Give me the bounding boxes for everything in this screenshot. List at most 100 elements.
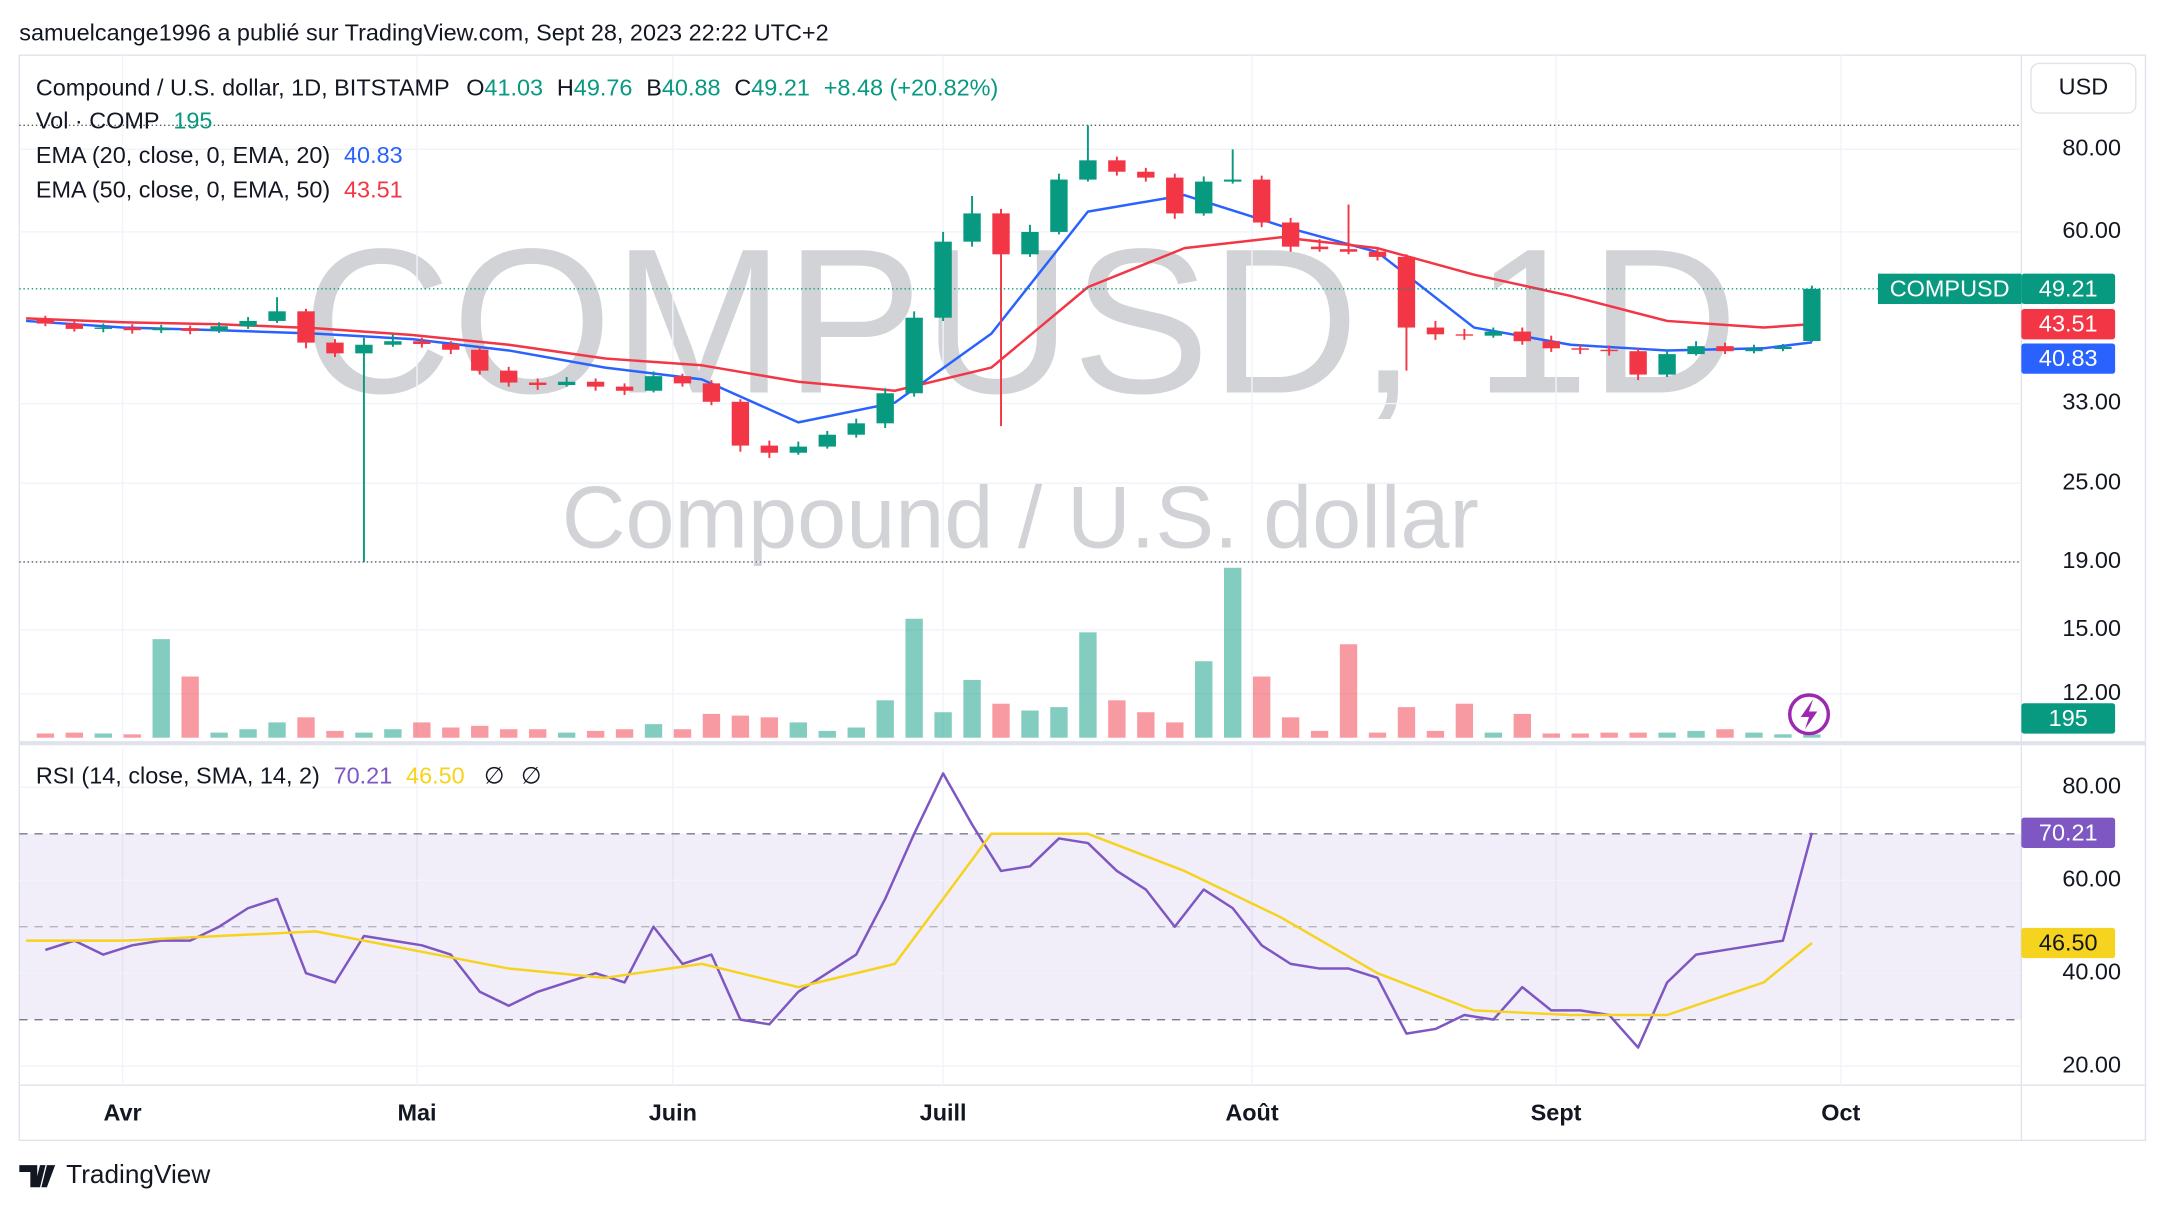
volume-bar [1803, 734, 1821, 738]
y-tick-label: 80.00 [2062, 772, 2121, 798]
candle-body [1745, 349, 1763, 352]
close-value: 49.21 [751, 75, 810, 101]
volume-bar [500, 729, 518, 738]
candle-body [1426, 327, 1445, 335]
volume-bar [1021, 710, 1039, 738]
y-tick-label: 25.00 [2062, 468, 2121, 494]
candle-body [413, 341, 431, 345]
ohlc-label: C [734, 75, 751, 101]
volume-bar [731, 715, 750, 738]
volume-bar [1310, 730, 1329, 738]
candle-body [731, 401, 750, 446]
volume-bar [528, 729, 547, 738]
volume-bar [1339, 644, 1358, 738]
candle-body [123, 327, 141, 331]
x-tick-label: Juin [649, 1099, 697, 1125]
rsi-ma-tag-box [2021, 927, 2116, 959]
candle-body [992, 213, 1010, 255]
candle-body [789, 446, 807, 453]
alert-icon[interactable] [1787, 693, 1831, 736]
ohlc-label: B [646, 75, 662, 101]
y-tick-label: 40.00 [2062, 958, 2121, 984]
low-value: 40.88 [662, 75, 721, 101]
volume-bar [471, 725, 489, 738]
watermark-description: Compound / U.S. dollar [562, 467, 1479, 566]
volume-bar [1166, 722, 1184, 738]
high-value: 49.76 [574, 75, 633, 101]
candle-body [1774, 346, 1792, 350]
logo-text: TradingView [66, 1159, 210, 1189]
candle-body [760, 445, 779, 453]
candle-body [847, 423, 865, 435]
candle-body [297, 311, 315, 343]
candle-body [1513, 331, 1531, 342]
symbol-legend: Compound / U.S. dollar, 1D, BITSTAMP O41.… [36, 75, 998, 101]
volume-bar [557, 732, 576, 738]
candle-body [1339, 249, 1358, 252]
legend-value: 43.51 [344, 177, 403, 203]
candle-body [1484, 331, 1503, 336]
volume-bar [1108, 700, 1126, 738]
volume-bar [1455, 703, 1474, 738]
volume-name: Vol · COMP [36, 108, 160, 134]
rsi-title: RSI (14, close, SMA, 14, 2) [36, 763, 320, 789]
candle-body [355, 344, 373, 354]
series-line [26, 832, 1813, 1017]
volume-value: 195 [173, 108, 212, 134]
candle-body [181, 328, 199, 331]
volume-tag-box [2021, 703, 2116, 734]
y-tick-label: 80.00 [2062, 135, 2121, 161]
currency[interactable]: USD [2059, 73, 2108, 99]
attribution: samuelcange1996 a publié sur TradingView… [19, 20, 828, 46]
ema20-legend: EMA (20, close, 0, EMA, 20) 40.83 [36, 142, 403, 168]
volume-bar [1281, 717, 1300, 738]
rsi-extra: ∅ [521, 763, 541, 789]
candle-body [210, 326, 228, 331]
candle-body [94, 327, 112, 329]
rsi-legend: RSI (14, close, SMA, 14, 2) 70.21 46.50 ∅ ∅ [36, 763, 542, 789]
candle-body [1600, 349, 1618, 352]
legend-name: EMA (20, close, 0, EMA, 20) [36, 142, 330, 168]
volume-bar [1368, 732, 1387, 738]
candle-body [876, 393, 894, 424]
volume-bar [876, 700, 894, 738]
volume-bar [905, 618, 923, 738]
volume-bar [934, 712, 952, 738]
candle-body [1455, 334, 1474, 336]
candle-body [239, 320, 257, 327]
volume-bar [673, 729, 692, 738]
rsi-value: 70.21 [334, 763, 393, 789]
volume-legend: Vol · COMP 195 [36, 108, 213, 134]
candle-body [1224, 179, 1242, 182]
price-tag-box [2021, 308, 2116, 340]
alert-bolt[interactable] [1800, 699, 1818, 730]
volume-bar [1745, 732, 1763, 738]
rsi-tag: 70.21 [2039, 819, 2098, 845]
symbol-tag-box [1877, 273, 2022, 304]
volume-bar [615, 729, 634, 738]
x-tick-label: Sept [1531, 1099, 1582, 1125]
y-tick-label: 60.00 [2062, 865, 2121, 891]
volume-bar [1484, 732, 1503, 738]
volume-bar [152, 639, 170, 738]
candle-body [1252, 179, 1271, 223]
candle-body [500, 370, 518, 383]
legend-value: 40.83 [344, 142, 403, 168]
volume-bar [1397, 707, 1416, 738]
y-tick-label: 60.00 [2062, 217, 2121, 243]
candle-body [1050, 179, 1068, 232]
footer-logo: TradingView [19, 1159, 210, 1189]
volume-bar [702, 713, 721, 738]
volume-bar [355, 732, 373, 738]
y-tick-label: 12.00 [2062, 679, 2121, 705]
volume-bar [94, 733, 112, 738]
series-line [26, 235, 1812, 392]
volume-bar [992, 703, 1010, 738]
watermark-symbol: COMPUSD, 1D [302, 205, 1738, 436]
x-tick-label: Oct [1821, 1099, 1860, 1125]
candle-body [1687, 346, 1705, 355]
currency-button[interactable] [2030, 62, 2137, 114]
volume-bar [1252, 676, 1271, 738]
